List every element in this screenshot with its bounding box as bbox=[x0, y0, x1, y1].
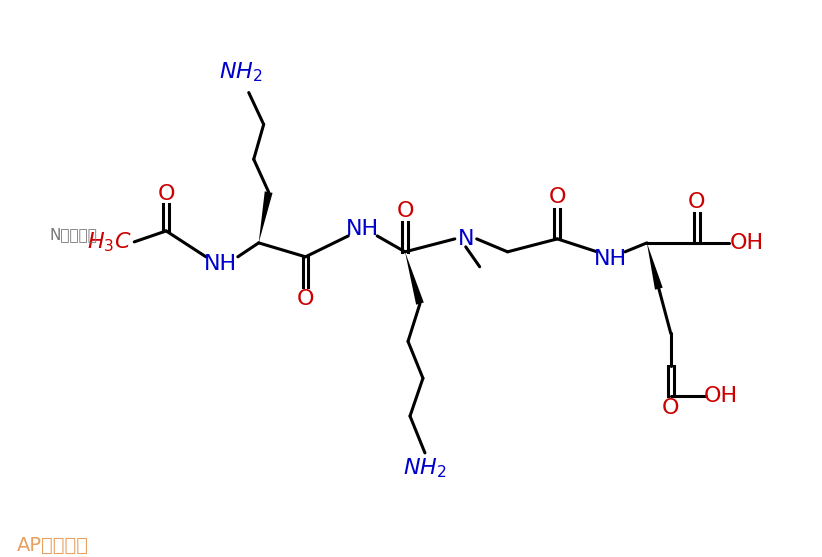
Text: O: O bbox=[662, 398, 680, 418]
Text: AP专肽生物: AP专肽生物 bbox=[16, 536, 89, 555]
Polygon shape bbox=[259, 192, 273, 243]
Text: OH: OH bbox=[704, 386, 737, 406]
Text: NH: NH bbox=[593, 249, 626, 269]
Text: $NH_2$: $NH_2$ bbox=[219, 61, 262, 85]
Text: O: O bbox=[157, 184, 175, 204]
Text: N端乙酰化: N端乙酰化 bbox=[49, 227, 98, 242]
Text: NH: NH bbox=[205, 254, 238, 274]
Text: O: O bbox=[396, 201, 413, 221]
Text: O: O bbox=[688, 192, 705, 212]
Text: $NH_2$: $NH_2$ bbox=[403, 456, 446, 480]
Text: NH: NH bbox=[346, 219, 379, 239]
Text: OH: OH bbox=[729, 233, 764, 253]
Polygon shape bbox=[647, 243, 663, 290]
Text: O: O bbox=[297, 289, 314, 309]
Polygon shape bbox=[405, 252, 424, 305]
Text: $H_3C$: $H_3C$ bbox=[87, 230, 132, 253]
Text: N: N bbox=[458, 229, 474, 249]
Text: O: O bbox=[548, 187, 566, 207]
